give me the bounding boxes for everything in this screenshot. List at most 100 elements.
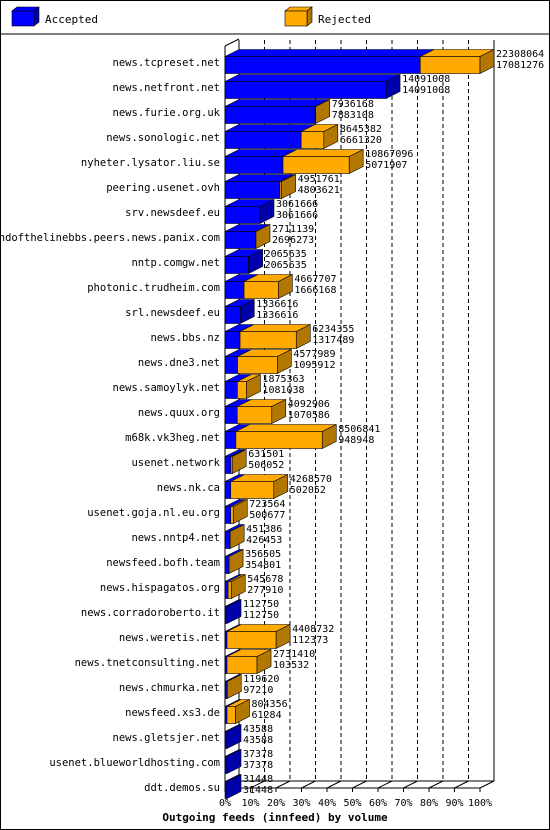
data-label-accepted: 354801 [245, 560, 281, 571]
floor-gridline [428, 780, 444, 789]
data-label-accepted: 948948 [338, 435, 374, 446]
bar-accepted [224, 556, 230, 574]
x-tick-label: 30% [292, 798, 310, 809]
bar-accepted [224, 681, 228, 699]
x-tick-label: 90% [445, 798, 463, 809]
data-label-accepted: 14091008 [402, 85, 450, 96]
bar-side [315, 99, 331, 124]
bar-side [479, 49, 495, 74]
bar-accepted [224, 306, 241, 324]
x-tick-label: 100% [468, 798, 492, 809]
category-label: srl.newsdeef.eu [125, 307, 220, 319]
category-label: news.dne3.net [138, 357, 220, 369]
data-label-accepted: 43588 [243, 735, 273, 746]
data-label-total: 119620 [243, 674, 279, 685]
bar-side [275, 624, 291, 649]
category-label: news.nk.ca [157, 482, 220, 494]
category-label: newsfeed.bofh.team [106, 557, 220, 569]
data-label-total: 1875363 [262, 374, 304, 385]
bar-accepted [224, 431, 237, 449]
bar-accepted [224, 156, 284, 174]
x-tick-label: 10% [241, 798, 259, 809]
category-label: news.weretis.net [119, 632, 220, 644]
bar-accepted [224, 481, 232, 499]
bar-accepted [224, 456, 232, 474]
x-tick-label: 80% [420, 798, 438, 809]
bar-accepted [224, 656, 228, 674]
bar-accepted-top [224, 99, 330, 107]
bar-side [271, 399, 287, 424]
data-label-total: 112750 [243, 599, 279, 610]
category-label: news.tnetconsulting.net [75, 657, 220, 669]
bar-rejected [237, 381, 247, 399]
category-label: endofthelinebbs.peers.news.panix.com [0, 232, 220, 244]
data-label-accepted: 2696273 [272, 235, 314, 246]
bar-side [277, 349, 292, 374]
bar-rejected [226, 656, 258, 674]
bar-rejected [419, 56, 481, 74]
bar-side [256, 649, 272, 674]
bar-accepted [224, 381, 238, 399]
data-label-total: 356505 [245, 549, 281, 560]
floor-gridline [479, 780, 495, 789]
data-label-total: 43588 [243, 724, 273, 735]
data-label-total: 4408732 [292, 624, 334, 635]
top-left-edge [224, 38, 240, 47]
bar-rejected [226, 631, 277, 649]
data-label-accepted: 3061666 [276, 210, 318, 221]
category-label: news.quux.org [138, 407, 220, 419]
data-label-total: 8506841 [338, 424, 380, 435]
bar-accepted [224, 531, 231, 549]
category-label: usenet.blueworldhosting.com [49, 757, 220, 769]
data-label-accepted: 61284 [251, 710, 281, 721]
category-label: photonic.trudheim.com [87, 282, 220, 294]
data-label-total: 723564 [249, 499, 285, 510]
bar-accepted [224, 281, 245, 299]
data-label-total: 4268570 [290, 474, 332, 485]
category-label: news.bbs.nz [150, 332, 220, 344]
floor-gridline [250, 780, 265, 789]
data-label-accepted: 277910 [247, 585, 283, 596]
data-label-total: 10867096 [365, 149, 413, 160]
bar-accepted [224, 506, 232, 524]
data-label-accepted: 2065635 [265, 260, 307, 271]
data-label-accepted: 4803621 [298, 185, 340, 196]
x-tick-label: 0% [219, 798, 231, 809]
category-label: ddt.demos.su [144, 782, 220, 794]
data-label-total: 14091008 [402, 74, 450, 85]
x-tick-label: 20% [267, 798, 285, 809]
data-label-total: 631501 [248, 449, 284, 460]
bar-accepted [224, 331, 241, 349]
data-label-accepted: 1666168 [294, 285, 336, 296]
data-label-accepted: 17081276 [496, 60, 544, 71]
data-label-total: 1336616 [256, 299, 298, 310]
bar-rejected [237, 356, 278, 374]
data-label-accepted: 7883108 [332, 110, 374, 121]
bar-rejected [236, 406, 273, 424]
category-label: newsfeed.xs3.de [125, 707, 220, 719]
category-label: news.hispagatos.org [100, 582, 220, 594]
category-label: m68k.vk3heg.net [125, 432, 220, 444]
category-label: news.gletsjer.net [113, 732, 220, 744]
bar-accepted [224, 356, 238, 374]
legend-label-accepted: Accepted [45, 13, 98, 26]
bar-side [278, 274, 293, 299]
bar-rejected [300, 131, 325, 149]
floor-gridline [301, 780, 316, 789]
category-label: usenet.goja.nl.eu.org [87, 507, 220, 519]
category-label: news.samoylyk.net [113, 382, 220, 394]
bar-accepted [224, 231, 257, 249]
bar-rejected [230, 481, 275, 499]
bar-accepted [224, 406, 238, 424]
data-label-total: 4951761 [298, 174, 340, 185]
category-label: news.corradoroberto.it [81, 607, 220, 619]
legend-swatch-rejected [284, 10, 308, 27]
bar-accepted [224, 181, 281, 199]
bar-rejected [227, 581, 232, 599]
bar-side [226, 674, 242, 699]
bar-side [231, 449, 247, 474]
bar-accepted-top [224, 74, 401, 82]
bar-side [226, 599, 242, 624]
data-label-accepted: 5071907 [365, 160, 407, 171]
